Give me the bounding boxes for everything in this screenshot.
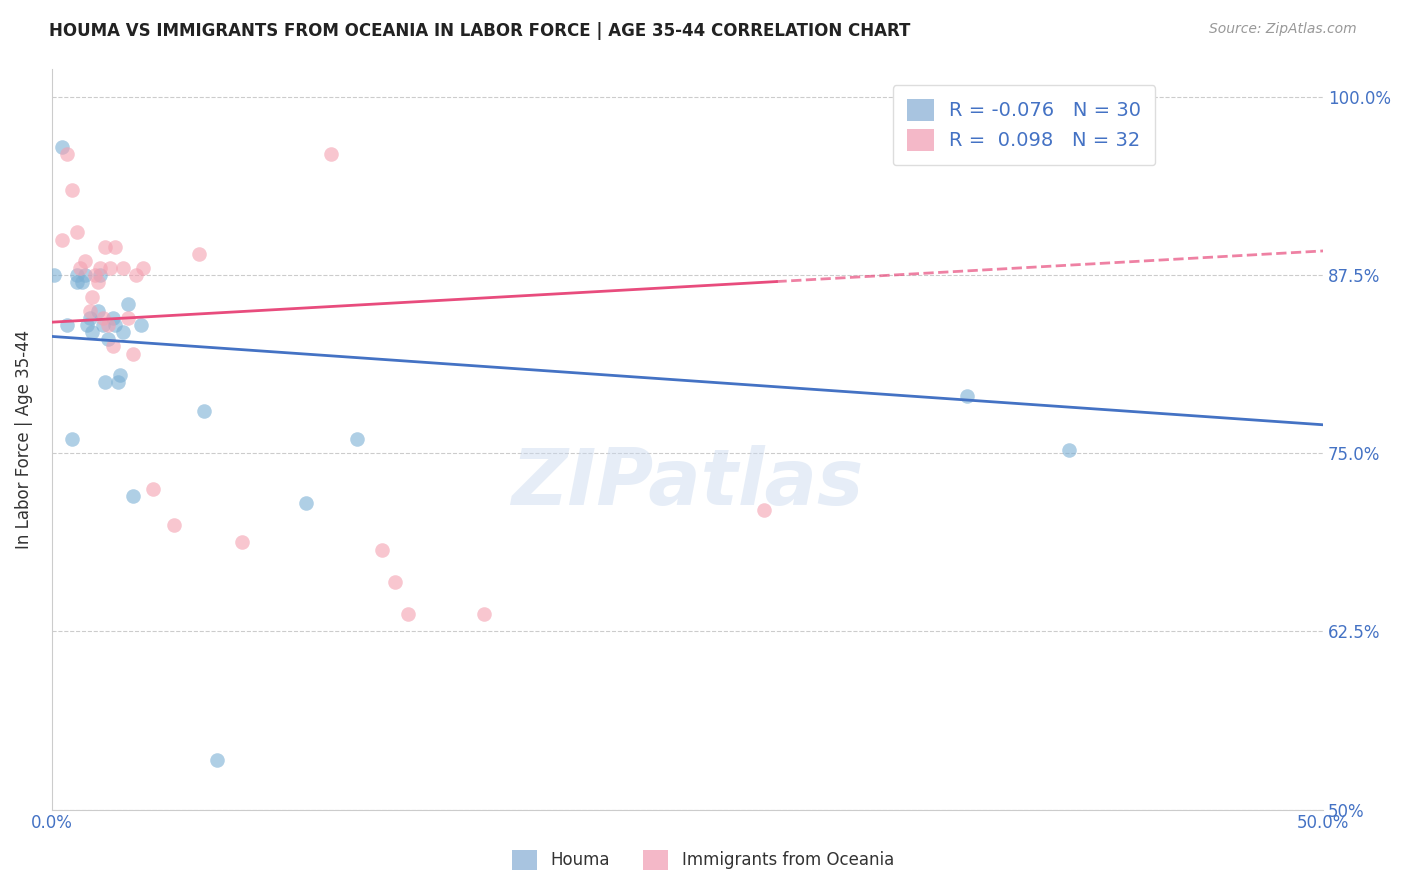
Point — [89, 260, 111, 275]
Point — [1057, 443, 1080, 458]
Point — [117, 296, 139, 310]
Legend: Houma, Immigrants from Oceania: Houma, Immigrants from Oceania — [506, 843, 900, 877]
Point — [82, 325, 104, 339]
Point — [111, 260, 134, 275]
Point — [104, 240, 127, 254]
Point — [97, 318, 120, 332]
Point — [98, 260, 121, 275]
Point — [163, 517, 186, 532]
Point — [51, 233, 73, 247]
Point — [101, 310, 124, 325]
Point — [94, 375, 117, 389]
Point — [82, 289, 104, 303]
Point — [69, 260, 91, 275]
Point — [107, 375, 129, 389]
Point — [76, 318, 98, 332]
Text: Source: ZipAtlas.com: Source: ZipAtlas.com — [1209, 22, 1357, 37]
Point — [73, 268, 96, 282]
Point — [79, 303, 101, 318]
Point — [956, 389, 979, 403]
Point — [89, 268, 111, 282]
Point — [321, 147, 343, 161]
Point — [132, 260, 155, 275]
Point — [752, 503, 775, 517]
Point — [72, 275, 94, 289]
Point — [295, 496, 318, 510]
Point — [51, 140, 73, 154]
Legend: R = -0.076   N = 30, R =  0.098   N = 32: R = -0.076 N = 30, R = 0.098 N = 32 — [893, 85, 1156, 165]
Y-axis label: In Labor Force | Age 35-44: In Labor Force | Age 35-44 — [15, 329, 32, 549]
Point — [122, 346, 145, 360]
Point — [104, 318, 127, 332]
Point — [79, 310, 101, 325]
Point — [91, 310, 114, 325]
Point — [122, 489, 145, 503]
Point — [205, 753, 228, 767]
Point — [193, 403, 215, 417]
Point — [396, 607, 419, 622]
Point — [110, 368, 132, 382]
Point — [188, 247, 211, 261]
Point — [60, 432, 83, 446]
Point — [56, 318, 79, 332]
Point — [101, 339, 124, 353]
Point — [111, 325, 134, 339]
Point — [84, 268, 107, 282]
Point — [94, 240, 117, 254]
Point — [346, 432, 368, 446]
Point — [371, 543, 394, 558]
Point — [56, 147, 79, 161]
Text: ZIPatlas: ZIPatlas — [512, 445, 863, 522]
Point — [66, 275, 89, 289]
Point — [124, 268, 146, 282]
Point — [384, 574, 406, 589]
Point — [86, 275, 108, 289]
Point — [86, 303, 108, 318]
Point — [44, 268, 66, 282]
Point — [66, 268, 89, 282]
Point — [231, 534, 253, 549]
Point — [91, 318, 114, 332]
Point — [66, 226, 89, 240]
Point — [97, 332, 120, 346]
Point — [117, 310, 139, 325]
Point — [129, 318, 152, 332]
Point — [73, 253, 96, 268]
Point — [142, 482, 165, 496]
Text: HOUMA VS IMMIGRANTS FROM OCEANIA IN LABOR FORCE | AGE 35-44 CORRELATION CHART: HOUMA VS IMMIGRANTS FROM OCEANIA IN LABO… — [49, 22, 911, 40]
Point — [60, 183, 83, 197]
Point — [472, 607, 495, 622]
